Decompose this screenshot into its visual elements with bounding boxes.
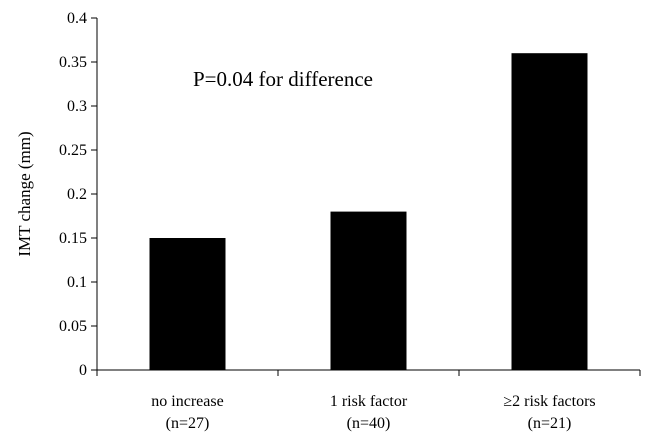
category-sample-size: (n=21) [528,415,572,432]
y-tick-label: 0.4 [67,10,87,27]
bars [149,53,588,370]
category-sample-size: (n=27) [166,415,210,432]
y-tick-label: 0 [79,362,87,379]
category-label: 1 risk factor [330,393,408,410]
category-label: ≥2 risk factors [503,393,595,410]
y-tick-label: 0.3 [67,98,87,115]
y-axis-title: IMT change (mm) [15,131,34,256]
y-tick-label: 0.2 [67,186,87,203]
bar [149,238,226,370]
y-tick-label: 0.15 [59,230,87,247]
bar [511,53,588,370]
y-tick-label: 0.35 [59,54,87,71]
x-axis-ticks [96,370,641,376]
y-tick-label: 0.25 [59,142,87,159]
bar [330,211,407,370]
y-axis-ticks: 0 0.05 0.1 0.15 0.2 0.25 0.3 0.35 0.4 [59,10,97,379]
y-tick-label: 0.05 [59,318,87,335]
y-tick-label: 0.1 [67,274,87,291]
category-label: no increase [151,393,223,410]
category-sample-size: (n=40) [347,415,391,432]
category-labels: no increase (n=27) 1 risk factor (n=40) ≥2 r… [151,393,595,432]
p-value-annotation: P=0.04 for difference [193,67,373,91]
